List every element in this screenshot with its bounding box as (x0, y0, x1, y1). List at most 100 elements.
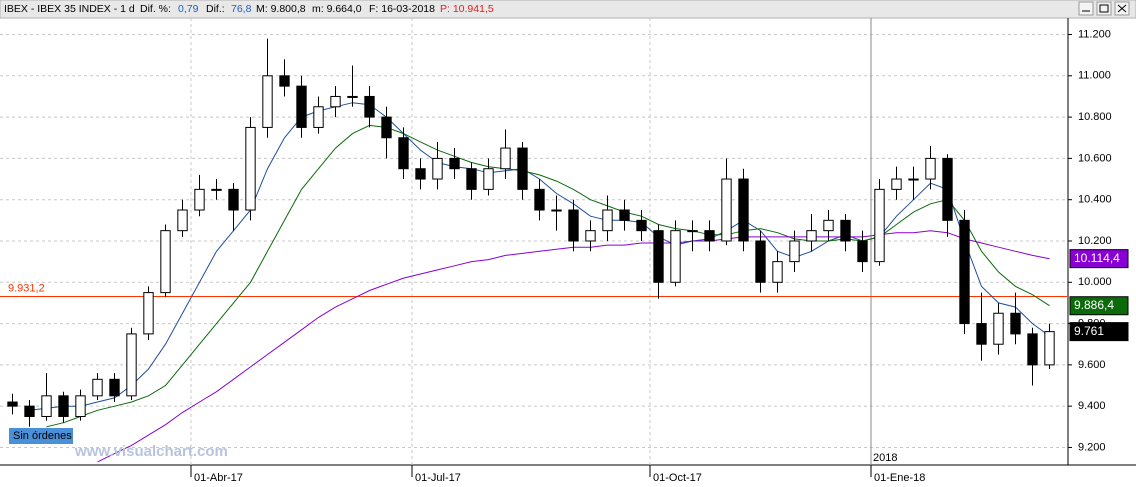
candle-body (313, 106, 324, 128)
candle-body (24, 405, 35, 417)
y-tick-label: 11.000 (1078, 70, 1111, 82)
candle-body (296, 85, 307, 128)
y-tick-label: 9.400 (1078, 400, 1106, 412)
candle-body (908, 178, 919, 181)
candle-body (1044, 331, 1055, 366)
dif-label: Dif.: (206, 3, 225, 15)
candle-body (177, 209, 188, 232)
header-bar (0, 0, 1136, 19)
candle-body (534, 188, 545, 211)
candle-body (568, 209, 579, 242)
y-tick-label: 9.200 (1078, 441, 1106, 453)
y-tick-label: 10.400 (1078, 194, 1112, 206)
candle-body (653, 230, 664, 283)
candle-body (398, 137, 409, 170)
candle-body (262, 75, 273, 128)
symbol: IBEX - IBEX 35 INDEX - 1 d (4, 3, 135, 15)
candle-body (755, 240, 766, 283)
reference-label: 9.931,2 (8, 282, 45, 294)
candle-body (483, 168, 494, 190)
y-tick-label: 10.800 (1078, 111, 1112, 123)
candle-body (891, 178, 902, 190)
candle-body (823, 219, 834, 232)
candle-body (874, 188, 885, 263)
dif-pct-label: Dif. %: (140, 3, 171, 15)
dif-pct: 0,79 (178, 3, 199, 15)
candle-body (466, 168, 477, 190)
candle-body (1027, 333, 1038, 366)
candle-body (194, 188, 205, 211)
maximize[interactable] (1096, 1, 1112, 16)
candle-body (721, 178, 732, 242)
candle-body (7, 401, 18, 407)
candle-body (211, 188, 222, 191)
header: IBEX - IBEX 35 INDEX - 1 d Dif. %: 0,79 … (0, 0, 1136, 19)
candle-body (517, 147, 528, 190)
x-tick-label: 01-Oct-17 (653, 472, 702, 484)
candle-body (687, 230, 698, 233)
candle-body (143, 292, 154, 335)
price-tag (1069, 322, 1129, 342)
candle-body (126, 333, 137, 397)
candle-body (279, 75, 290, 87)
y-tick-label: 11.200 (1078, 28, 1111, 40)
candle-body (772, 261, 783, 283)
candle-body (602, 209, 613, 232)
maximize-icon (1099, 4, 1109, 13)
candle-body (75, 395, 86, 417)
price-tag-label: 10.114,4 (1074, 251, 1120, 265)
date: F: 16-03-2018 (369, 3, 435, 15)
price: P: 10.941,5 (440, 3, 494, 15)
plot: 9.2009.4009.6009.80010.00010.20010.40010… (0, 18, 1129, 484)
candle-body (704, 230, 715, 242)
y-tick-label: 10.200 (1078, 235, 1112, 247)
candle-body (245, 126, 256, 211)
x-tick-label: 01-Abr-17 (194, 472, 243, 484)
close-icon (1117, 4, 1127, 13)
candle-body (330, 95, 341, 108)
min: m: 9.664,0 (312, 3, 362, 15)
candle-body (92, 378, 103, 397)
price-tag-label: 9.886,4 (1074, 298, 1114, 312)
candle-body (381, 116, 392, 139)
candle-body (840, 219, 851, 242)
minimize[interactable] (1078, 1, 1094, 16)
candle-body (347, 95, 358, 98)
candle-body (109, 378, 120, 397)
candle-body (449, 157, 460, 170)
price-tag (1069, 249, 1129, 269)
candle-body (619, 209, 630, 221)
candle-body (959, 219, 970, 325)
y-tick-label: 10.600 (1078, 152, 1112, 164)
candle-body (636, 219, 647, 232)
year-label: 2018 (873, 452, 897, 464)
candle-body (160, 230, 171, 294)
candle-body (415, 168, 426, 180)
candle-body (857, 240, 868, 263)
candle-body (789, 240, 800, 263)
candle-body (976, 323, 987, 345)
candle-body (670, 230, 681, 283)
candle-body (41, 395, 52, 417)
candle-body (58, 395, 69, 417)
candle-body (432, 157, 443, 180)
window-buttons[interactable] (1078, 1, 1130, 16)
candle-body (500, 147, 511, 170)
candle-body (1010, 312, 1021, 335)
candle-body (942, 157, 953, 221)
y-tick-label: 9.600 (1078, 359, 1106, 371)
candle-body (925, 157, 936, 180)
max: M: 9.800,8 (256, 3, 306, 15)
price-tag-label: 9.761 (1074, 324, 1104, 338)
y-tick-label: 10.000 (1078, 276, 1112, 288)
price-tag (1069, 296, 1129, 316)
candle-body (228, 188, 239, 211)
watermark: www.visualchart.com (74, 443, 228, 460)
candle-body (993, 312, 1004, 345)
candle-body (551, 209, 562, 212)
x-tick-label: 01-Ene-18 (874, 472, 925, 484)
status-badge (9, 428, 73, 444)
